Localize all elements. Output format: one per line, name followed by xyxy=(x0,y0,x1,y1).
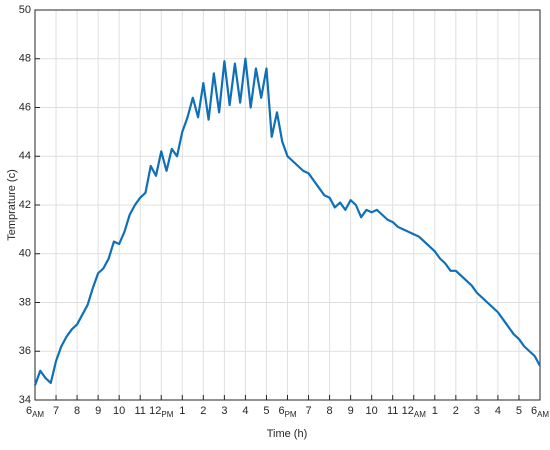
x-tick-text: 4 xyxy=(495,405,501,417)
x-tick-label: 4 xyxy=(495,405,501,417)
x-tick-text: 6 xyxy=(531,405,537,417)
x-tick-text: 3 xyxy=(474,405,480,417)
x-tick-label: 1 xyxy=(432,405,438,417)
x-tick-text: 1 xyxy=(179,405,185,417)
x-tick-text: 6 xyxy=(26,405,32,417)
x-tick-label: 10 xyxy=(113,405,125,417)
x-tick-label: 12PM xyxy=(149,405,174,419)
x-tick-label: 5 xyxy=(263,405,269,417)
x-tick-label: 11 xyxy=(387,405,398,417)
y-tick-label: 42 xyxy=(19,199,31,211)
x-tick-text: 9 xyxy=(95,405,101,417)
x-tick-text: 2 xyxy=(453,405,459,417)
x-tick-text: 7 xyxy=(305,405,311,417)
x-tick-sub: PM xyxy=(285,410,297,419)
x-tick-label: 11 xyxy=(134,405,145,417)
x-tick-text: 8 xyxy=(327,405,333,417)
x-tick-label: 6PM xyxy=(278,405,296,419)
x-tick-text: 9 xyxy=(348,405,354,417)
x-tick-text: 10 xyxy=(366,405,378,417)
data-line xyxy=(33,57,541,386)
x-tick-text: 4 xyxy=(242,405,248,417)
x-tick-label: 5 xyxy=(516,405,522,417)
x-tick-label: 10 xyxy=(366,405,378,417)
y-tick-label: 34 xyxy=(19,394,31,406)
x-tick-text: 11 xyxy=(134,405,145,417)
x-tick-label: 8 xyxy=(74,405,80,417)
x-tick-text: 5 xyxy=(516,405,522,417)
plot-frame xyxy=(34,9,541,401)
x-tick-text: 3 xyxy=(221,405,227,417)
x-tick-text: 12 xyxy=(149,405,161,417)
x-tick-label: 2 xyxy=(200,405,206,417)
x-tick-label: 6AM xyxy=(26,405,44,419)
y-tick-label: 36 xyxy=(19,345,31,357)
y-tick-label: 44 xyxy=(19,150,31,162)
x-tick-text: 5 xyxy=(263,405,269,417)
y-tick-label: 38 xyxy=(19,296,31,308)
y-tick-label: 48 xyxy=(19,53,31,65)
y-axis-label: Temprature (c) xyxy=(6,169,18,241)
x-tick-sub: AM xyxy=(32,410,44,419)
x-tick-sub: AM xyxy=(537,410,549,419)
x-tick-text: 7 xyxy=(53,405,59,417)
x-tick-label: 12AM xyxy=(402,405,427,419)
y-tick-label: 40 xyxy=(19,248,31,260)
x-tick-text: 2 xyxy=(200,405,206,417)
x-tick-sub: AM xyxy=(414,410,426,419)
x-tick-label: 2 xyxy=(453,405,459,417)
x-tick-label: 8 xyxy=(327,405,333,417)
x-tick-text: 8 xyxy=(74,405,80,417)
x-tick-label: 7 xyxy=(53,405,59,417)
x-tick-label: 3 xyxy=(221,405,227,417)
x-tick-text: 6 xyxy=(278,405,284,417)
x-tick-label: 1 xyxy=(179,405,185,417)
x-tick-text: 1 xyxy=(432,405,438,417)
y-tick-label: 46 xyxy=(19,101,31,113)
x-tick-text: 10 xyxy=(113,405,125,417)
x-tick-label: 7 xyxy=(305,405,311,417)
x-axis-label: Time (h) xyxy=(267,428,308,440)
x-tick-label: 9 xyxy=(95,405,101,417)
y-tick-label: 50 xyxy=(19,4,31,16)
x-tick-label: 9 xyxy=(348,405,354,417)
x-tick-label: 3 xyxy=(474,405,480,417)
x-tick-label: 6AM xyxy=(531,405,549,419)
x-tick-label: 4 xyxy=(242,405,248,417)
x-tick-text: 11 xyxy=(387,405,398,417)
x-tick-sub: PM xyxy=(161,410,173,419)
x-tick-text: 12 xyxy=(402,405,414,417)
